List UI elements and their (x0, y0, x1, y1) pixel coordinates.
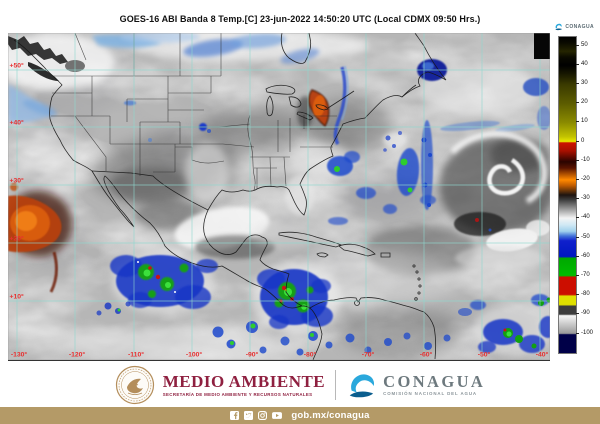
geo-label: -110° (128, 351, 144, 359)
footer-divider (335, 369, 337, 400)
lesser-antilles (412, 264, 422, 301)
hispaniola (338, 243, 376, 257)
image-title: GOES-16 ABI Banda 8 Temp.[C] 23-jun-2022… (119, 14, 481, 24)
medio-ambiente-title: MEDIO AMBIENTE (162, 371, 326, 391)
hudson-bay (280, 33, 312, 64)
semarnat-wordmark: MEDIO AMBIENTE SECRETARÍA DE MEDIO AMBIE… (162, 371, 326, 397)
color-scale-value: 10 (576, 118, 588, 125)
pacific-coast (13, 39, 323, 360)
gulf-atlantic-coast (207, 84, 417, 216)
color-scale-value: -100 (575, 329, 594, 336)
twitter-icon (244, 411, 254, 420)
geo-label: -90° (246, 351, 259, 359)
medio-ambiente-subtitle: SECRETARÍA DE MEDIO AMBIENTE Y RECURSOS … (162, 391, 313, 397)
conagua-subtitle: COMISIÓN NACIONAL DEL AGUA (383, 391, 477, 397)
color-scale-value: 50 (576, 41, 588, 48)
color-scale-value: 40 (576, 60, 588, 67)
geo-label: +20° (10, 235, 25, 243)
geo-label: +50° (10, 62, 25, 70)
conagua-mini-logo: CONAGUA (554, 22, 594, 31)
youtube-icon (272, 412, 283, 419)
geo-label: +40° (10, 119, 25, 127)
mexico-government-seal-icon (115, 365, 154, 404)
color-scale-value: 30 (576, 79, 588, 86)
mexico-gulf-coast-yucatan (203, 209, 303, 307)
color-scale-value: -60 (576, 252, 590, 259)
instagram-icon (258, 411, 268, 420)
conagua-wave-icon (349, 373, 375, 397)
us-mexico-border (91, 170, 209, 211)
institutional-footer: MEDIO AMBIENTE SECRETARÍA DE MEDIO AMBIE… (0, 362, 600, 407)
great-lakes (265, 84, 329, 121)
jamaica (316, 252, 329, 258)
latitude-longitude-grid (8, 33, 550, 359)
color-scale-value: -50 (576, 233, 590, 240)
color-scale-labels: 50 40 30 20 10 0 -10 -20 -30 -40 -50 -60 -70 -80 -90 -1… (575, 36, 600, 352)
conagua-wordmark: CONAGUA COMISIÓN NACIONAL DEL AGUA (383, 373, 485, 397)
puerto-rico (380, 252, 391, 258)
geo-label: -60° (420, 351, 433, 359)
gobmx-url: gob.mx/conagua (291, 410, 370, 421)
dry-air-region-pacific (8, 183, 72, 293)
satellite-image: -130° -120° -110° -100° -90° -80° -70° -60° -50°… (8, 33, 550, 360)
conagua-mini-logo-text: CONAGUA (565, 23, 594, 30)
satellite-map: -130° -120° -110° -100° -90° -80° -70° -60° -50°… (8, 33, 550, 361)
convection-southeast-atlantic (470, 294, 550, 355)
geo-label: +30° (10, 177, 25, 185)
missing-data-block (534, 33, 550, 59)
st-lawrence-maritimes (327, 33, 447, 109)
gobmx-bottom-bar: gob.mx/conagua (0, 407, 600, 424)
geo-coordinate-labels: -130° -120° -110° -100° -90° -80° -70° -60° -50°… (10, 62, 549, 359)
cold-cloud-band-north (8, 33, 550, 152)
geo-label: -50° (478, 351, 491, 359)
geo-label: -70° (362, 351, 375, 359)
geo-label: -40° (536, 351, 549, 359)
geo-label: -120° (69, 351, 86, 359)
convection-central-america (251, 262, 341, 334)
atlantic-cyclone-swirl (439, 130, 550, 270)
color-scale-value: -10 (576, 156, 590, 163)
color-scale-value: 0 (575, 137, 585, 144)
color-scale-value: -80 (576, 291, 590, 298)
geo-label: -100° (186, 351, 203, 359)
conagua-logo-block: CONAGUA COMISIÓN NACIONAL DEL AGUA (346, 370, 485, 400)
itcz-convection (212, 308, 472, 356)
lake-maracaibo (354, 300, 360, 306)
conagua-title: CONAGUA (383, 371, 486, 391)
color-scale-value: -70 (576, 271, 590, 278)
color-scale-value: 20 (576, 99, 588, 106)
cuba (278, 231, 342, 248)
facebook-icon (230, 411, 240, 420)
color-scale-value: -20 (576, 175, 590, 182)
color-scale-value: -90 (576, 310, 590, 317)
geo-label: -130° (11, 351, 28, 359)
geo-label: -80° (304, 351, 317, 359)
eastern-states (247, 114, 337, 191)
coastlines (13, 33, 447, 360)
temperature-color-scale (558, 36, 577, 354)
south-america-coast (309, 297, 437, 360)
color-scale-value: -40 (576, 214, 590, 221)
semarnat-logo-block: MEDIO AMBIENTE SECRETARÍA DE MEDIO AMBIE… (115, 365, 325, 405)
color-scale-value: -30 (576, 195, 590, 202)
conagua-wave-icon (555, 23, 563, 31)
geo-label: +10° (10, 293, 25, 301)
